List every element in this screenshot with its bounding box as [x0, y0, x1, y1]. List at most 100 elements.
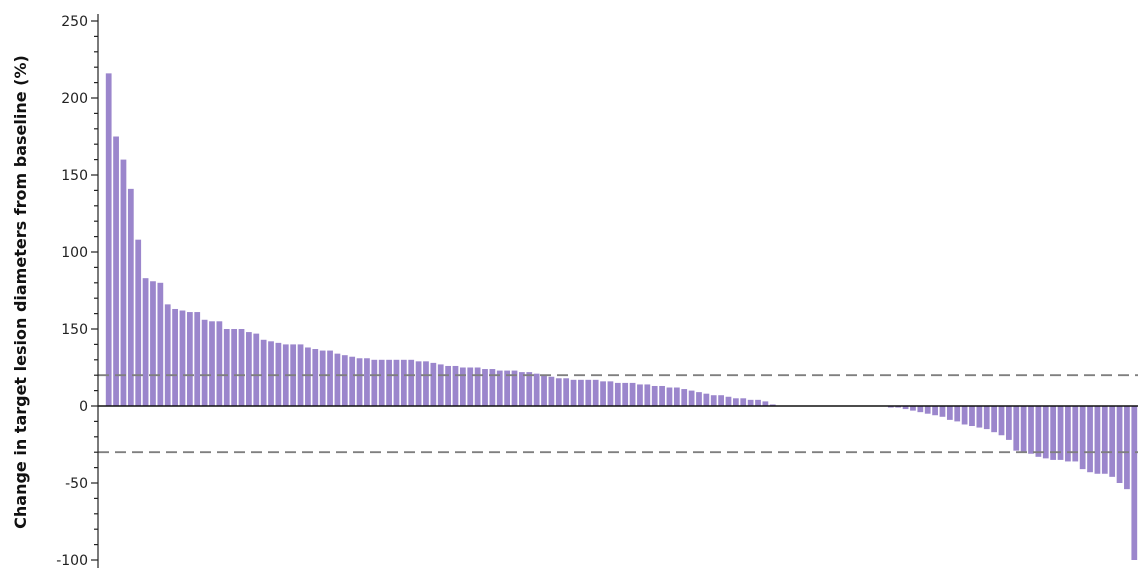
bar [887, 406, 894, 408]
bar [1109, 406, 1116, 477]
bar [327, 350, 333, 406]
bar [659, 385, 665, 406]
bar [740, 398, 747, 406]
bar [710, 395, 717, 406]
bar [452, 365, 459, 406]
bar [718, 395, 724, 406]
bar [607, 381, 614, 406]
bar [1057, 406, 1064, 460]
bar [268, 341, 274, 406]
bar [341, 355, 348, 406]
bar [157, 282, 164, 406]
bar [186, 312, 193, 406]
bar [364, 358, 370, 406]
bar [578, 379, 584, 406]
y-axis-title: Change in target lesion diameters from b… [11, 55, 30, 529]
bar [489, 369, 496, 406]
bar [496, 370, 503, 406]
bar [386, 359, 392, 406]
bar [895, 406, 902, 408]
bar [732, 398, 739, 406]
bar [356, 358, 363, 406]
bar [747, 399, 754, 406]
bar [570, 379, 577, 406]
y-axis: 250 200 150 100 150 0 -50 -100 [56, 14, 99, 569]
bar [1079, 406, 1086, 470]
bar [194, 312, 201, 406]
bar [253, 333, 260, 406]
bar [983, 406, 990, 430]
bar [150, 281, 156, 406]
bar [696, 392, 702, 406]
bar [614, 382, 621, 406]
bar [673, 387, 680, 406]
bar [231, 329, 238, 406]
bar [238, 329, 245, 406]
bar [260, 339, 267, 406]
bar [127, 188, 134, 406]
bar [223, 329, 230, 406]
bar [976, 406, 983, 428]
bar [954, 406, 961, 422]
bar [1013, 406, 1020, 451]
bar [246, 332, 252, 406]
y-tick-label: 0 [79, 399, 88, 415]
bar [725, 396, 732, 406]
bar [1050, 406, 1057, 460]
y-tick-label: 100 [61, 245, 88, 261]
bar [1042, 406, 1049, 459]
bar [1035, 406, 1042, 457]
bar [637, 384, 643, 406]
bar [445, 365, 451, 406]
bar [312, 349, 319, 406]
bar [991, 406, 997, 433]
y-ticks-group: 250 200 150 100 150 0 -50 -100 [56, 14, 98, 569]
bar [430, 362, 437, 406]
y-tick-label: 200 [61, 91, 88, 107]
bar [519, 372, 525, 406]
y-tick-label: -50 [65, 476, 88, 492]
bar [305, 347, 311, 406]
bar [533, 373, 540, 406]
bar [1028, 406, 1034, 454]
bar [651, 385, 658, 406]
bar [172, 308, 178, 406]
bar [592, 379, 599, 406]
bar [437, 364, 444, 406]
bar [1101, 406, 1108, 474]
bar [541, 375, 547, 406]
bar [548, 376, 555, 406]
bar [415, 361, 422, 406]
bar [917, 406, 924, 413]
bar [755, 399, 761, 406]
bar [393, 359, 400, 406]
bar [1020, 406, 1027, 453]
bar [681, 389, 688, 406]
reference-lines-group [98, 374, 1138, 454]
bar [924, 406, 931, 414]
bar [629, 382, 636, 406]
bar [1124, 406, 1130, 490]
bar [511, 370, 518, 406]
bar [1006, 406, 1012, 440]
bar [998, 406, 1005, 436]
bar [762, 401, 769, 406]
bar [408, 359, 415, 406]
y-tick-label: 150 [61, 322, 88, 338]
bar [932, 406, 938, 416]
bar [400, 359, 407, 406]
bar [319, 350, 326, 406]
bar [1072, 406, 1079, 462]
bar [297, 344, 304, 406]
bar [504, 370, 511, 406]
bar [216, 321, 223, 406]
bar [666, 387, 673, 406]
bar [688, 390, 695, 406]
bar [474, 367, 481, 406]
bar [910, 406, 916, 411]
bar [135, 239, 142, 406]
y-tick-label: -100 [56, 553, 88, 569]
bar [622, 382, 629, 406]
